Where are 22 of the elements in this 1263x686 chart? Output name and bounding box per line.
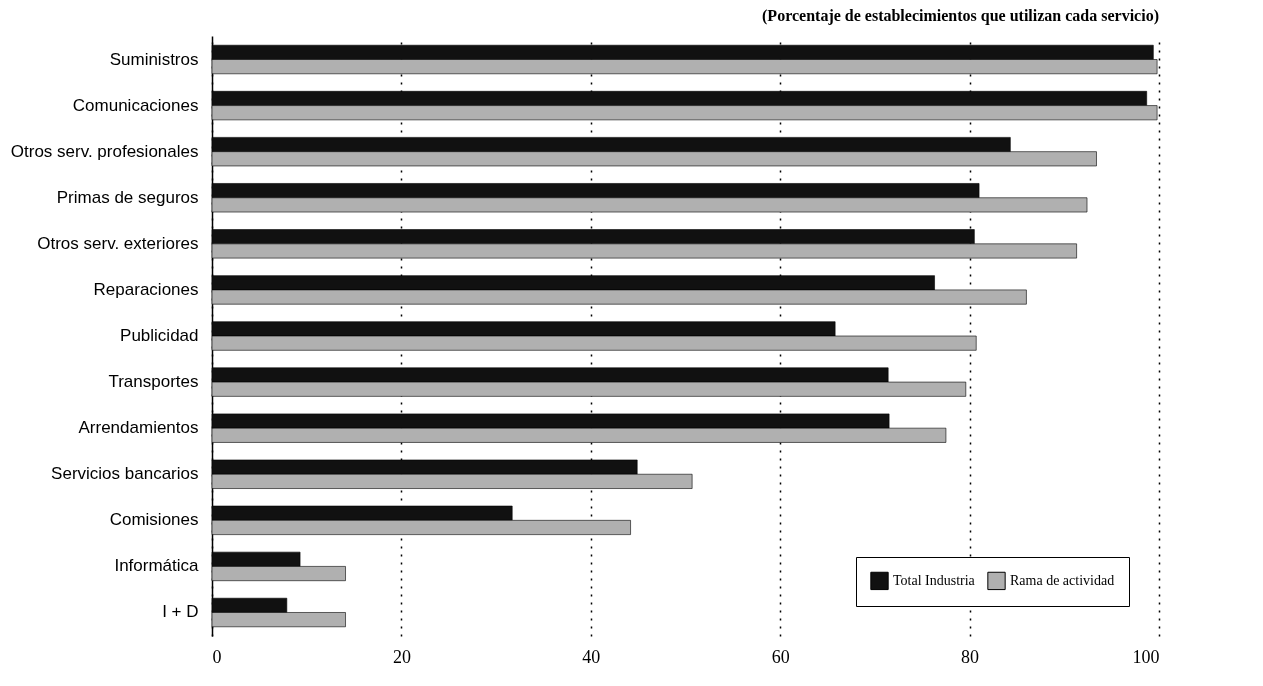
legend-label: Total Industria [893,572,976,588]
y-tick-label: Transportes [108,372,199,392]
y-tick-label: Publicidad [120,326,199,345]
x-tick-label: 80 [961,646,980,667]
x-tick-label: 60 [771,646,790,667]
y-tick-label: Suministros [109,49,199,69]
y-tick-label: Arrendamientos [78,418,199,438]
x-tick-label: 0 [212,646,222,667]
y-tick-label: Otros serv. profesionales [10,141,199,161]
y-tick-label: Informática [114,556,200,576]
x-tick-label: 20 [392,646,411,667]
y-tick-label: Servicios bancarios [51,464,199,484]
y-tick-label: Otros serv. exteriores [37,233,199,253]
y-tick-label: Comunicaciones [72,95,199,115]
y-tick-label: Reparaciones [93,279,199,299]
y-tick-label: I + D [162,602,199,622]
y-tick-label: Comisiones [109,510,199,530]
chart-title: (Porcentaje de establecimientos que utilizan cada servicio) [762,7,1159,25]
legend-label: Rama de actividad [1010,572,1115,588]
x-tick-label: 40 [582,646,601,667]
x-tick-label: 100 [1132,646,1160,667]
y-tick-label: Primas de seguros [56,187,199,207]
